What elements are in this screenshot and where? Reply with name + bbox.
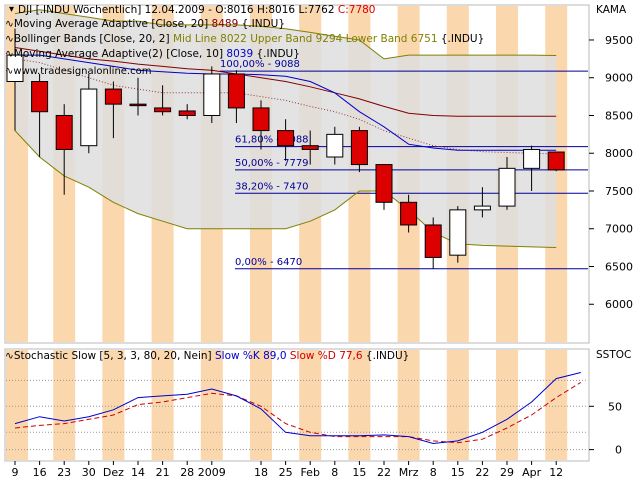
y-tick-label: 8000 — [605, 147, 633, 160]
x-tick-label: 16 — [33, 466, 47, 479]
candle-body — [6, 54, 24, 83]
x-tick-label: 22 — [475, 466, 489, 479]
candle-body — [80, 88, 98, 147]
close-value: C:7780 — [338, 4, 376, 16]
x-tick-label: 18 — [254, 466, 268, 479]
stripe-bar — [545, 350, 568, 460]
y-tick-label: 8500 — [605, 109, 633, 122]
ma20-line — [14, 47, 557, 117]
x-tick-label: 15 — [451, 466, 465, 479]
stochastic-legend: ∿Stochastic Slow [5, 3, 3, 80, 20, Nein]… — [5, 350, 409, 362]
x-tick-label: 2009 — [198, 466, 226, 479]
x-tick-label: 28 — [180, 466, 194, 479]
stripe-bar — [102, 350, 125, 460]
x-tick-label: 22 — [377, 466, 391, 479]
candle-body — [375, 164, 393, 203]
x-tick-label: 8 — [331, 466, 338, 479]
watermark: ∿www.tradesignalonline.com — [5, 66, 151, 77]
stripe-bar — [348, 350, 371, 460]
candle-body — [31, 81, 49, 113]
y-tick-label: 7000 — [605, 223, 633, 236]
open-value: O:8016 — [215, 4, 254, 16]
x-tick-label: 8 — [430, 466, 437, 479]
bollinger-mid-line — [14, 58, 557, 155]
x-tick-label: 12 — [549, 466, 563, 479]
x-tick-label: 29 — [500, 466, 514, 479]
stripe-bar — [200, 350, 223, 460]
x-tick-label: 25 — [279, 466, 293, 479]
x-tick-label: 15 — [352, 466, 366, 479]
candle-body — [473, 205, 491, 211]
stochastic-panel — [4, 348, 590, 462]
y-tick-label: 6500 — [605, 260, 633, 273]
stripe-bar — [151, 350, 174, 460]
x-tick-label: 30 — [82, 466, 96, 479]
candle-body — [326, 133, 344, 158]
candle-body — [104, 88, 122, 105]
candle-body — [301, 145, 319, 150]
stochastic-axis-title: SSTOC — [596, 349, 631, 361]
stripe-bar — [6, 350, 28, 460]
candle-body — [252, 107, 270, 132]
right-axis-title: KAMA — [596, 4, 627, 16]
stripe-bar — [397, 350, 420, 460]
stoch-y-tick-label: 0 — [615, 444, 622, 457]
candle-body — [424, 224, 442, 258]
candle-body — [55, 114, 73, 150]
price-panel-title: DJI [.INDU Wöchentlich] 12.04.2009 - O:8… — [18, 4, 375, 16]
candle-body — [227, 73, 245, 109]
stripe-bar — [299, 350, 322, 460]
candle-body — [178, 110, 196, 116]
ma10-line — [15, 54, 557, 151]
y-tick-label: 7500 — [605, 185, 633, 198]
stoch-y-tick-label: 50 — [608, 400, 622, 413]
ma10-legend: ∿Moving Average Adaptive(2) [Close, 10] … — [5, 48, 300, 60]
fib-label: 100,00% - 9088 — [220, 59, 300, 70]
x-tick-label: 14 — [131, 466, 145, 479]
stripe-bar — [53, 350, 76, 460]
x-tick-label: Mrz — [399, 466, 419, 479]
fib-label: 50,00% - 7779 — [235, 158, 309, 169]
stripe-bar — [496, 350, 518, 460]
candle-body — [523, 148, 541, 169]
fib-label: 38,20% - 7470 — [235, 181, 309, 192]
x-tick-label: Feb — [300, 466, 319, 479]
candle-body — [449, 209, 467, 256]
candle-body — [498, 167, 516, 207]
y-tick-label: 6000 — [605, 298, 633, 311]
stoch-k-line — [14, 372, 581, 445]
ma20-legend: ∿Moving Average Adaptive [Close, 20] 848… — [5, 18, 285, 30]
x-tick-label: Apr — [522, 466, 542, 479]
fib-label: 0,00% - 6470 — [235, 257, 302, 268]
x-tick-label: Dez — [103, 466, 124, 479]
candle-body — [277, 130, 295, 147]
low-value: L:7762 — [298, 4, 334, 16]
x-tick-label: 21 — [156, 466, 170, 479]
x-tick-label: 9 — [12, 466, 19, 479]
bollinger-upper-line — [14, 9, 557, 60]
chart-menu-arrow-icon[interactable]: ▾ — [9, 4, 14, 15]
candle-body — [203, 73, 221, 116]
high-value: H:8016 — [257, 4, 295, 16]
bollinger-legend: ∿Bollinger Bands [Close, 20, 2] Mid Line… — [5, 33, 484, 45]
candle-body — [350, 130, 368, 166]
y-tick-label: 9000 — [605, 72, 633, 85]
stripe-bar — [446, 350, 469, 460]
y-tick-label: 9500 — [605, 34, 633, 47]
candle-body — [547, 151, 565, 171]
candle-body — [400, 201, 418, 226]
fib-label: 61,80% - 8088 — [235, 135, 309, 146]
candle-body — [154, 107, 172, 113]
x-tick-label: 23 — [57, 466, 71, 479]
candle-body — [129, 103, 147, 107]
